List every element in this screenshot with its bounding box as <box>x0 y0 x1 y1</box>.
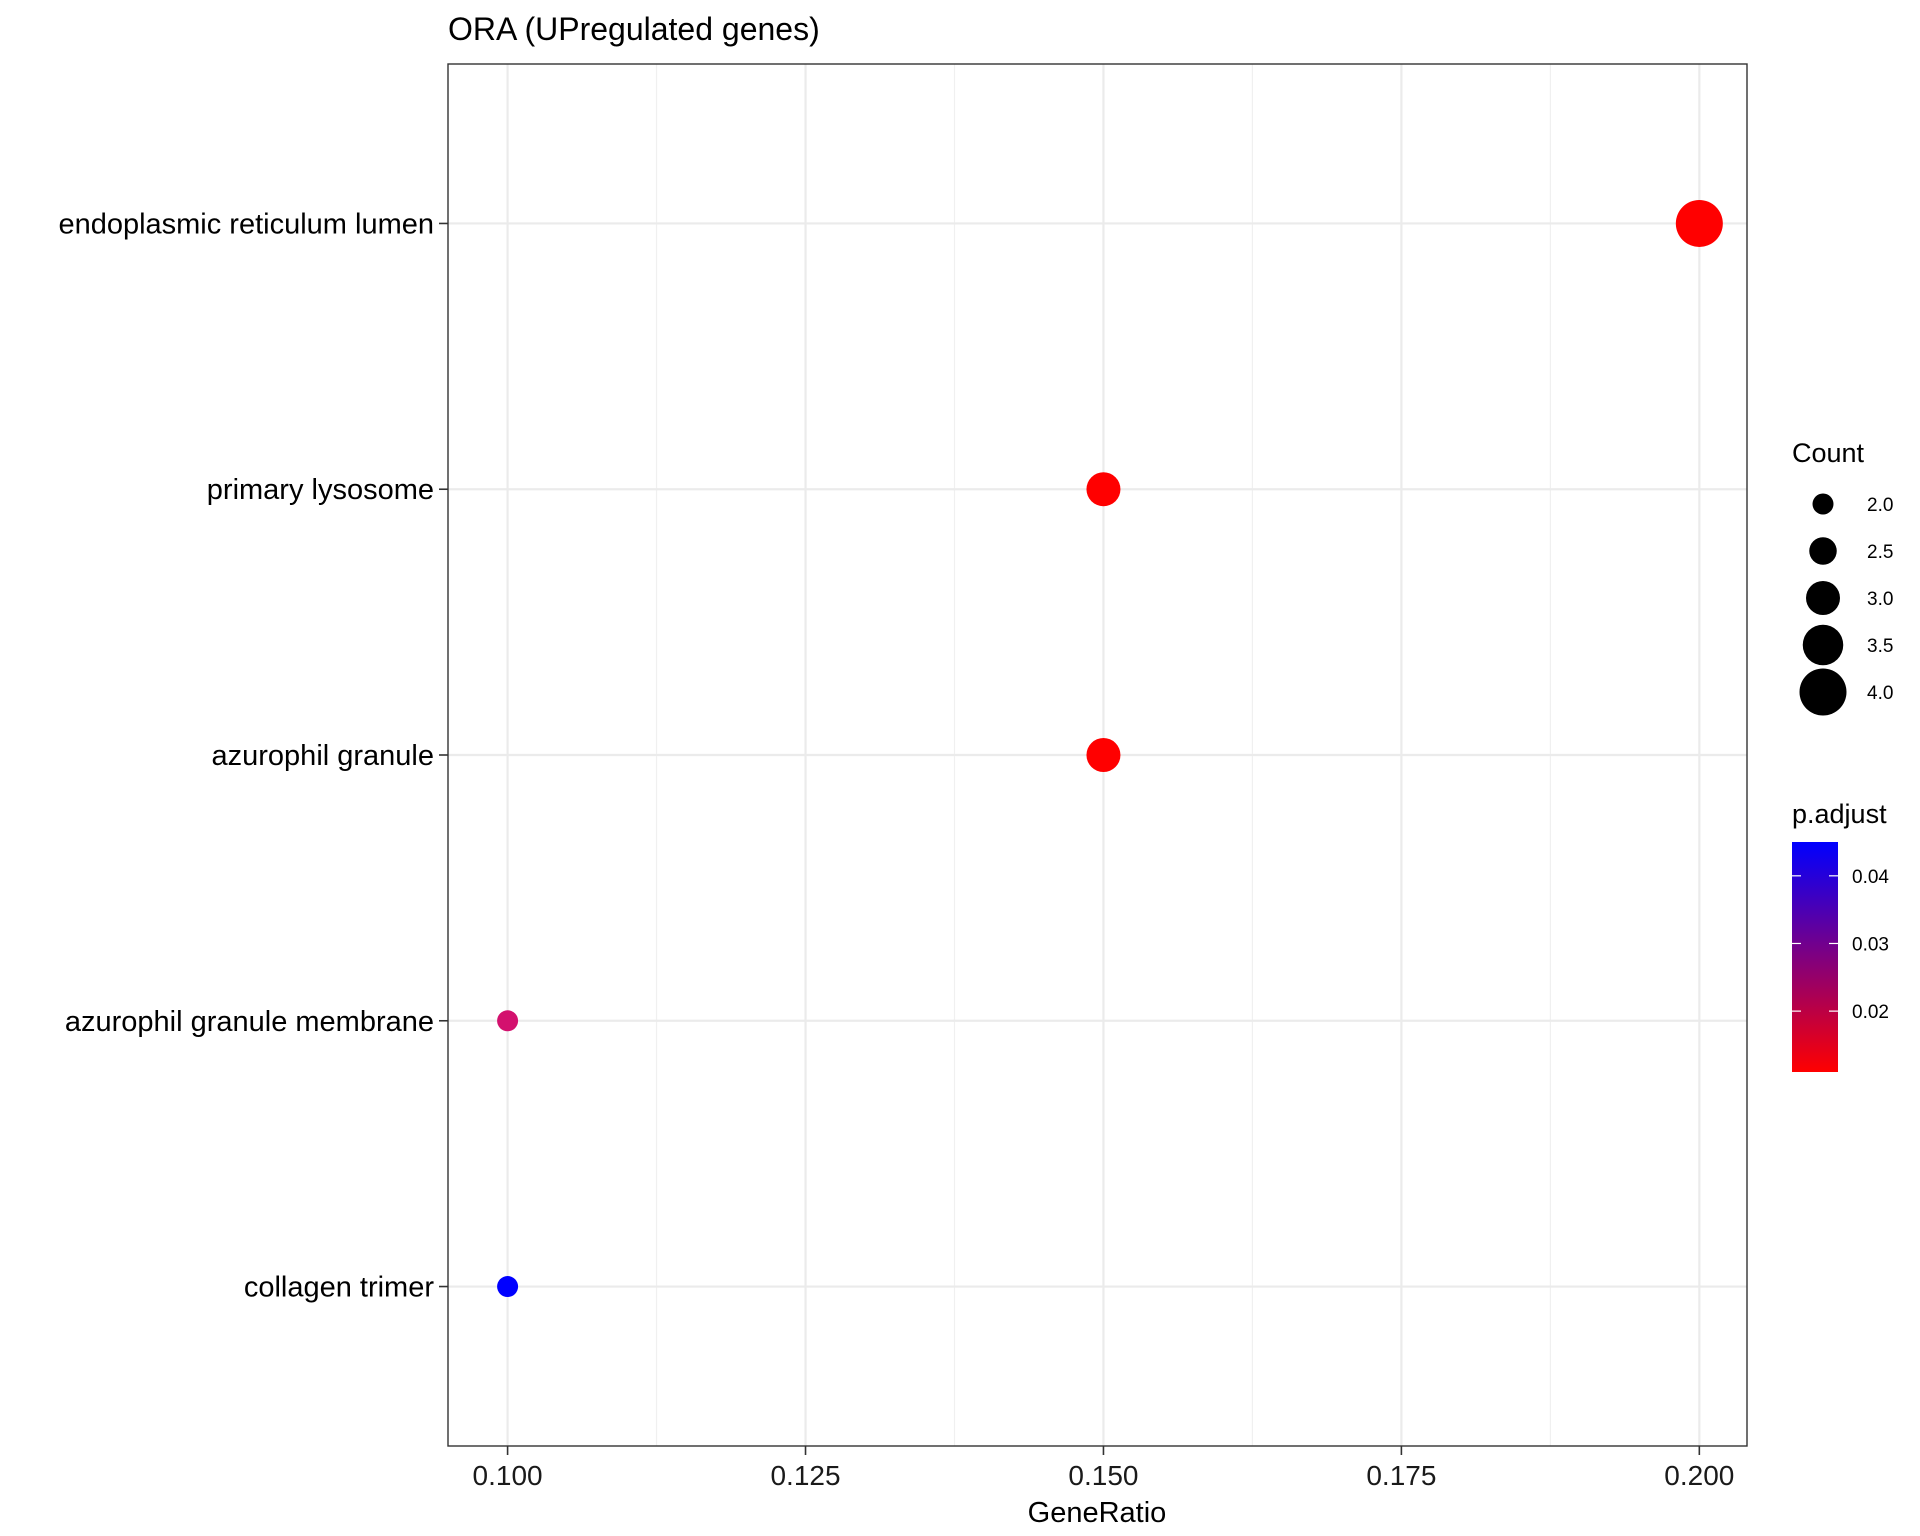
x-tick-label: 0.100 <box>473 1460 543 1491</box>
x-axis: 0.100 0.125 0.150 0.175 0.200 <box>473 1446 1734 1491</box>
y-tick-label: azurophil granule membrane <box>65 1006 434 1038</box>
legend-p-adjust-colorbar <box>1792 842 1838 1072</box>
legend-count-label: 3.0 <box>1867 589 1893 610</box>
legend-p-adjust-label: 0.02 <box>1852 1002 1889 1023</box>
plot-panel <box>447 63 1748 1447</box>
legend-count: Count 2.0 2.5 3.0 3.5 4.0 <box>1792 438 1893 716</box>
y-tick-label: endoplasmic reticulum lumen <box>58 208 434 240</box>
y-tick-label: primary lysosome <box>207 474 434 506</box>
legend-p-adjust-label: 0.03 <box>1852 934 1889 955</box>
chart-title: ORA (UPregulated genes) <box>448 11 820 47</box>
legend-p-adjust-ticks: 0.02 0.03 0.04 <box>1792 867 1889 1023</box>
legend-count-key <box>1802 624 1844 666</box>
x-axis-label: GeneRatio <box>1028 1497 1167 1529</box>
legend-count-key <box>1809 537 1837 565</box>
legend-count-key <box>1799 668 1847 716</box>
data-point <box>497 1276 519 1298</box>
legend-count-key <box>1806 581 1840 615</box>
y-axis: endoplasmic reticulum lumen primary lysos… <box>58 208 448 1304</box>
legend-p-adjust: p.adjust 0.02 0.03 0.04 <box>1792 799 1889 1072</box>
legend-p-adjust-title: p.adjust <box>1792 799 1887 829</box>
data-point <box>497 1010 519 1032</box>
legend-count-keys: 2.0 2.5 3.0 3.5 4.0 <box>1799 493 1893 716</box>
x-tick-label: 0.175 <box>1366 1460 1436 1491</box>
y-tick-label: azurophil granule <box>212 740 434 772</box>
x-tick-label: 0.150 <box>1068 1460 1138 1491</box>
legend-count-title: Count <box>1792 438 1865 468</box>
data-point <box>1086 738 1121 772</box>
legend-count-label: 2.0 <box>1867 495 1893 516</box>
x-tick-label: 0.125 <box>770 1460 840 1491</box>
x-tick-label: 0.200 <box>1664 1460 1734 1491</box>
legend-count-key <box>1812 493 1834 515</box>
legend-count-label: 4.0 <box>1867 683 1893 704</box>
y-tick-label: collagen trimer <box>244 1272 435 1304</box>
data-point <box>1086 472 1121 507</box>
data-points <box>497 199 1723 1298</box>
data-point <box>1675 199 1723 247</box>
legend-p-adjust-label: 0.04 <box>1852 867 1889 888</box>
legend-count-label: 2.5 <box>1867 542 1893 563</box>
legend-count-label: 3.5 <box>1867 636 1893 657</box>
